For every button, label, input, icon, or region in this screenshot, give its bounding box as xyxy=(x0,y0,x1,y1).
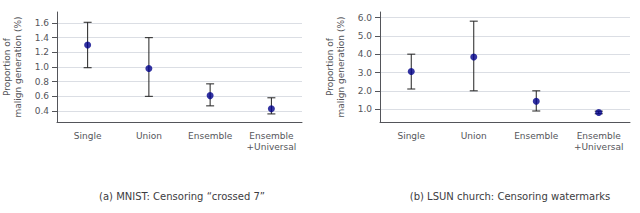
svg-text:1.4: 1.4 xyxy=(35,33,50,43)
svg-text:(a) MNIST: Censoring “crossed: (a) MNIST: Censoring “crossed 7” xyxy=(99,191,265,202)
svg-text:5.0: 5.0 xyxy=(358,31,373,41)
svg-text:1.0: 1.0 xyxy=(35,62,50,72)
svg-text:4.0: 4.0 xyxy=(358,49,373,59)
svg-text:3.0: 3.0 xyxy=(358,68,373,78)
svg-text:Ensemble: Ensemble xyxy=(249,131,294,141)
svg-text:Ensemble: Ensemble xyxy=(188,131,233,141)
svg-text:6.0: 6.0 xyxy=(358,13,373,23)
svg-text:1.6: 1.6 xyxy=(35,18,50,28)
svg-text:Single: Single xyxy=(397,131,425,141)
svg-text:Proportion of: Proportion of xyxy=(2,37,12,96)
svg-text:Union: Union xyxy=(136,131,162,141)
svg-text:Proportion of: Proportion of xyxy=(325,37,335,96)
svg-text:malign generation (%): malign generation (%) xyxy=(13,17,23,118)
svg-text:0.6: 0.6 xyxy=(35,91,50,101)
svg-text:0.8: 0.8 xyxy=(35,77,50,87)
svg-text:Union: Union xyxy=(461,131,487,141)
svg-text:malign generation (%): malign generation (%) xyxy=(336,17,346,118)
svg-text:Ensemble: Ensemble xyxy=(514,131,559,141)
svg-text:(b) LSUN church: Censoring wat: (b) LSUN church: Censoring watermarks xyxy=(410,191,611,202)
svg-text:+Universal: +Universal xyxy=(574,142,624,152)
svg-text:0.4: 0.4 xyxy=(35,106,50,116)
svg-text:2.0: 2.0 xyxy=(358,86,373,96)
svg-text:Ensemble: Ensemble xyxy=(577,131,622,141)
svg-text:1.2: 1.2 xyxy=(35,47,49,57)
svg-text:Single: Single xyxy=(74,131,102,141)
svg-text:+Universal: +Universal xyxy=(247,142,297,152)
svg-text:1.0: 1.0 xyxy=(358,104,373,114)
